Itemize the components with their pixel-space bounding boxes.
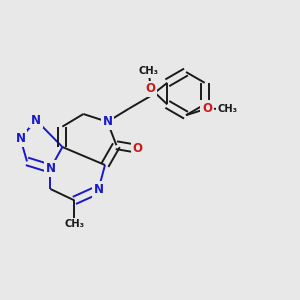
- Text: CH₃: CH₃: [218, 104, 238, 114]
- Text: O: O: [146, 82, 156, 95]
- Text: N: N: [31, 113, 41, 127]
- Text: O: O: [132, 142, 142, 155]
- Text: O: O: [202, 102, 212, 115]
- Text: N: N: [15, 132, 26, 145]
- Text: CH₃: CH₃: [139, 66, 159, 76]
- Text: CH₃: CH₃: [64, 219, 84, 230]
- Text: N: N: [93, 183, 103, 196]
- Text: N: N: [102, 115, 112, 128]
- Text: N: N: [45, 162, 56, 175]
